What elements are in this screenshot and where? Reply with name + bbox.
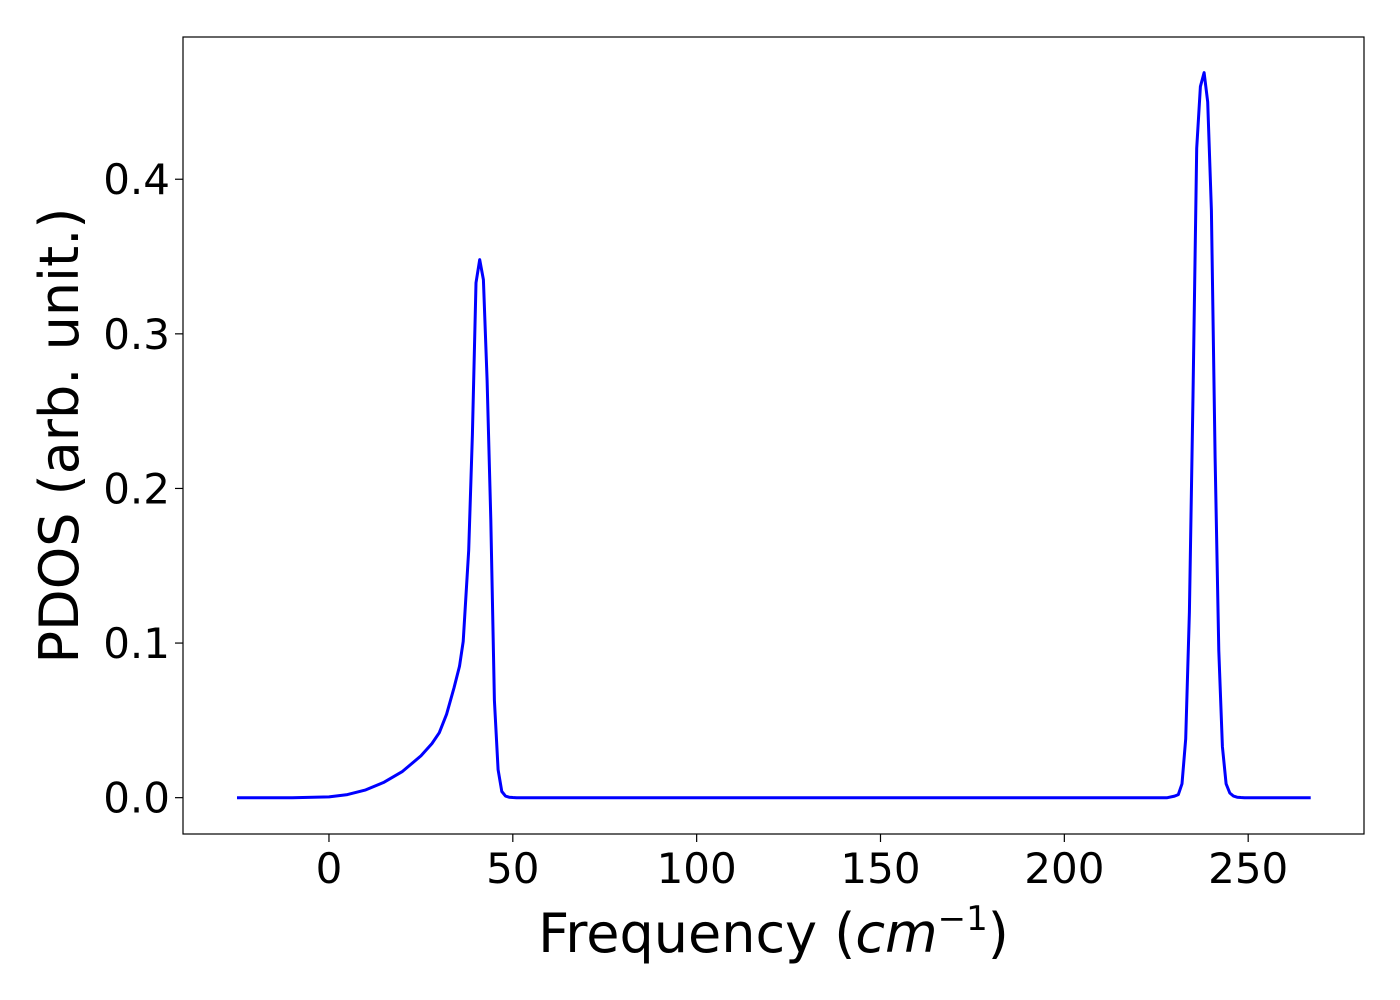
y-tick-label: 0.1 <box>103 619 170 668</box>
y-axis-ticks: 0.0 0.1 0.2 0.3 0.4 <box>103 155 183 823</box>
x-tick-label: 200 <box>1024 844 1104 893</box>
y-tick-label: 0.4 <box>103 155 170 204</box>
y-axis-label: PDOS (arb. unit.) <box>28 208 91 664</box>
y-tick-label: 0.0 <box>103 774 170 823</box>
x-axis-ticks: 0 50 100 150 200 250 <box>316 834 1288 893</box>
x-tick-label: 150 <box>840 844 920 893</box>
x-tick-label: 250 <box>1208 844 1288 893</box>
y-tick-label: 0.3 <box>103 310 170 359</box>
x-tick-label: 100 <box>657 844 737 893</box>
x-tick-label: 0 <box>316 844 343 893</box>
x-tick-label: 50 <box>486 844 539 893</box>
plot-frame <box>182 36 1365 835</box>
y-tick-label: 0.2 <box>103 464 170 513</box>
x-axis-label: Frequency (cm−1) <box>538 899 1009 965</box>
pdos-series-line <box>237 71 1311 800</box>
